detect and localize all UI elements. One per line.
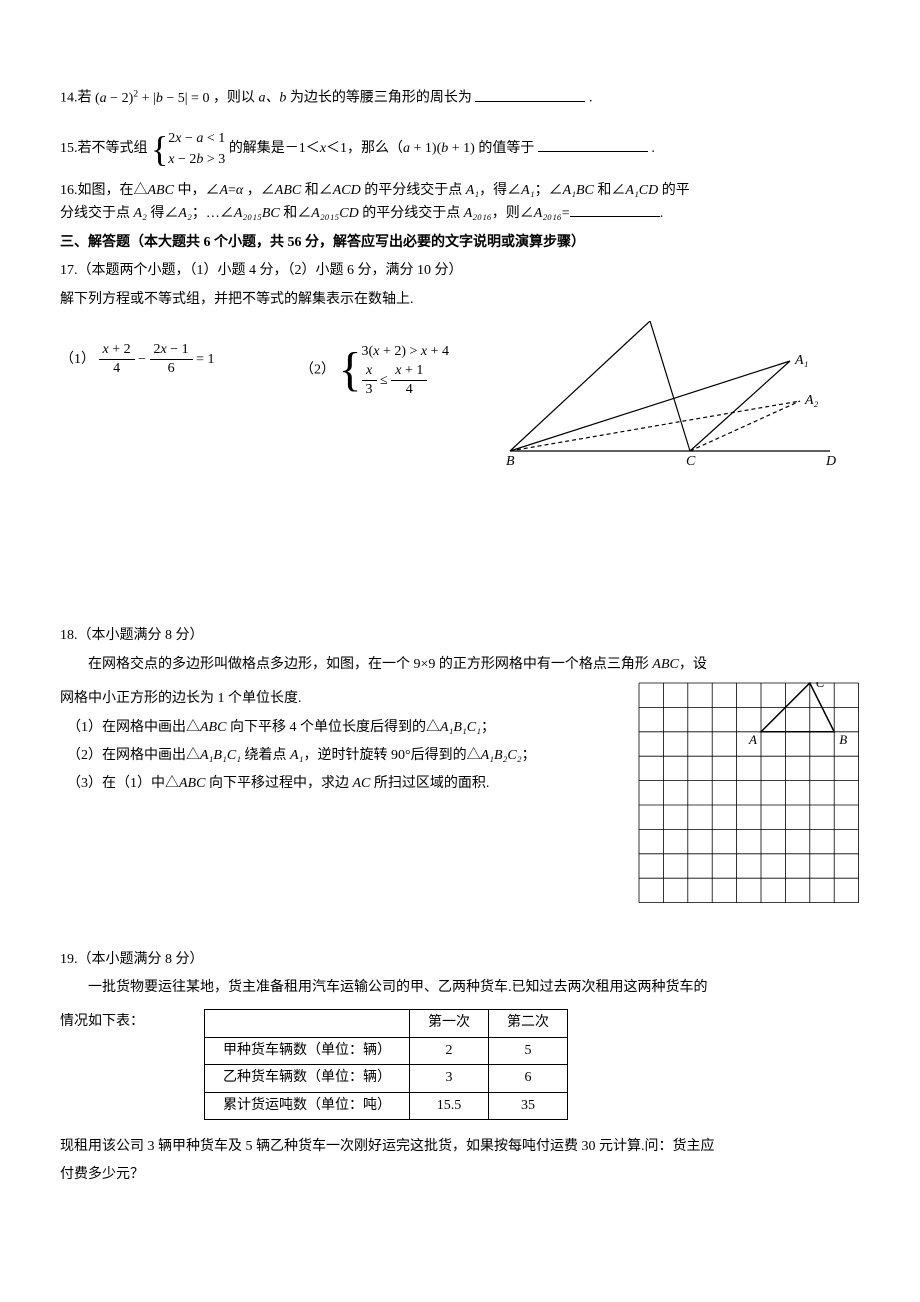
question-15: 15.若不等式组 { 2x − a < 1 x − 2b > 3 的解集是－1＜… — [60, 128, 860, 170]
svg-text:B: B — [506, 454, 515, 469]
q18-intro2: 网格中小正方形的边长为 1 个单位长度. — [60, 688, 618, 710]
grid-diagram: A B C — [638, 682, 860, 904]
q14-expr: (a − 2)2 + |b − 5| = 0 — [95, 91, 209, 106]
svg-text:D: D — [825, 454, 836, 469]
q17-body: （1） x + 2 4 − 2x − 1 6 = 1 （2） { 3(x + 2… — [60, 321, 860, 479]
q19-intro2: 情况如下表： — [60, 1011, 184, 1033]
svg-text:B: B — [839, 732, 847, 747]
q16-blank — [570, 202, 660, 217]
q14-post: 为边长的等腰三角形的周长为 — [290, 91, 472, 106]
q17-p2-system: { 3(x + 2) > x + 4 x3 ≤ x + 14 — [339, 341, 450, 399]
q17-part2: （2） { 3(x + 2) > x + 4 x3 ≤ x + 14 — [300, 321, 470, 399]
q15-expr2: a + 1)(b + 1) — [403, 141, 475, 156]
svg-text:A: A — [748, 732, 757, 747]
q18-grid: A B C — [638, 682, 860, 912]
q18-p2: （2）在网格中画出△A₁B₁C₁ 绕着点 A₁，逆时针旋转 90°后得到的△A₁… — [60, 745, 618, 767]
q15-mid2: ＜1，那么（ — [326, 141, 403, 156]
q17-p1-frac2: 2x − 1 6 — [150, 341, 193, 378]
question-16: 16.如图，在△ABC 中，∠A=α ，∠ABC 和∠ACD 的平分线交于点 A… — [60, 180, 860, 226]
q18-p1: （1）在网格中画出△ABC 向下平移 4 个单位长度后得到的△A₁B₁C₁； — [60, 717, 618, 739]
q15-pre: 15.若不等式组 — [60, 141, 148, 156]
q15-ineq2: x − 2b > 3 — [168, 149, 225, 170]
q14-period: . — [589, 91, 593, 106]
q19-table: 第一次第二次甲种货车辆数（单位：辆）25乙种货车辆数（单位：辆）36累计货运吨数… — [204, 1009, 568, 1120]
svg-text:A₁: A₁ — [794, 353, 808, 368]
svg-text:C: C — [686, 454, 696, 469]
q14-pre: 14.若 — [60, 91, 92, 106]
q15-ineq1: 2x − a < 1 — [168, 128, 225, 149]
q18-body: 网格中小正方形的边长为 1 个单位长度. （1）在网格中画出△ABC 向下平移 … — [60, 682, 860, 912]
q19-p1: 现租用该公司 3 辆甲种货车及 5 辆乙种货车一次刚好运完这批货，如果按每吨付运… — [60, 1136, 860, 1158]
q18-intro: 在网格交点的多边形叫做格点多边形，如图，在一个 9×9 的正方形网格中有一个格点… — [60, 654, 860, 676]
q19-head: 19.（本小题满分 8 分） — [60, 949, 860, 971]
q17-instr: 解下列方程或不等式组，并把不等式的解集表示在数轴上. — [60, 289, 860, 311]
triangle-diagram: A A₁ A₂ B C D — [500, 321, 840, 471]
q16-pre: 16.如图，在△ — [60, 183, 148, 198]
q17-figure: A A₁ A₂ B C D — [500, 321, 860, 479]
section-3-heading: 三、解答题（本大题共 6 个小题，共 56 分，解答应写出必要的文字说明或演算步… — [60, 232, 860, 254]
q15-period: . — [651, 141, 655, 156]
q19-intro: 一批货物要运往某地，货主准备租用汽车运输公司的甲、乙两种货车.已知过去两次租用这… — [60, 977, 860, 999]
q17-p1-frac1: x + 2 4 — [99, 341, 135, 378]
svg-text:A₂: A₂ — [804, 393, 819, 408]
q17-part1: （1） x + 2 4 − 2x − 1 6 = 1 — [60, 321, 270, 378]
q18-head: 18.（本小题满分 8 分） — [60, 625, 860, 647]
question-14: 14.若 (a − 2)2 + |b − 5| = 0 ，则以 a、b 为边长的… — [60, 86, 860, 110]
q17-p2-line1: 3(x + 2) > x + 4 — [362, 341, 449, 362]
q19-p2: 付费多少元？ — [60, 1164, 860, 1186]
q17-p2-line2: x3 ≤ x + 14 — [362, 362, 449, 399]
svg-text:A: A — [652, 321, 662, 323]
q17-head: 17.（本题两个小题，（1）小题 4 分，（2）小题 6 分，满分 10 分） — [60, 260, 860, 282]
q18-p3: （3）在（1）中△ABC 向下平移过程中，求边 AC 所扫过区域的面积. — [60, 773, 618, 795]
svg-text:C: C — [816, 682, 825, 690]
q19-row: 情况如下表： 第一次第二次甲种货车辆数（单位：辆）25乙种货车辆数（单位：辆）3… — [60, 1005, 860, 1128]
q15-post: 的值等于 — [478, 141, 534, 156]
q15-blank — [538, 137, 648, 152]
q16-abc: ABC — [148, 183, 174, 198]
q14-vars: a、b — [258, 91, 286, 106]
q14-mid: ，则以 — [213, 91, 259, 106]
q14-blank — [475, 87, 585, 102]
q15-mid: 的解集是－1＜ — [229, 141, 320, 156]
q15-system: { 2x − a < 1 x − 2b > 3 — [151, 128, 225, 170]
